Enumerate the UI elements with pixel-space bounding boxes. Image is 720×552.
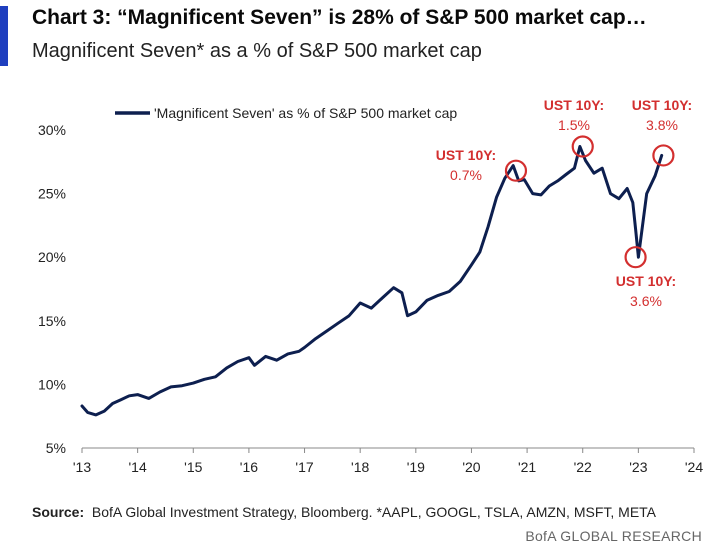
y-tick-label: 20% (38, 249, 66, 265)
x-tick-label: '15 (184, 459, 202, 475)
branding: BofA GLOBAL RESEARCH (525, 528, 702, 544)
annotation-value: 1.5% (558, 117, 590, 133)
chart-subtitle: Magnificent Seven* as a % of S&P 500 mar… (32, 40, 482, 62)
x-tick-label: '23 (629, 459, 647, 475)
chart-title: Chart 3: “Magnificent Seven” is 28% of S… (32, 6, 647, 29)
source-label: Source: (32, 504, 85, 520)
x-tick-label: '19 (407, 459, 425, 475)
x-tick-label: '24 (685, 459, 703, 475)
legend-label: 'Magnificent Seven' as % of S&P 500 mark… (154, 105, 457, 121)
annotation-label: UST 10Y: (616, 273, 676, 289)
y-tick-label: 5% (46, 440, 66, 456)
annotation-circle (504, 159, 528, 182)
source-text: BofA Global Investment Strategy, Bloombe… (91, 504, 657, 520)
y-tick-label: 30% (38, 122, 66, 138)
x-tick-label: '14 (129, 459, 147, 475)
y-tick-label: 15% (38, 313, 66, 329)
y-tick-label: 10% (38, 376, 66, 392)
source-note: Source: BofA Global Investment Strategy,… (32, 504, 656, 520)
annotation-circle (571, 135, 594, 158)
title-accent-bar (0, 6, 8, 66)
x-tick-label: '13 (73, 459, 91, 475)
x-tick-label: '16 (240, 459, 258, 475)
y-tick-label: 25% (38, 186, 66, 202)
x-tick-label: '17 (295, 459, 313, 475)
x-tick-label: '18 (351, 459, 369, 475)
x-tick-label: '20 (462, 459, 480, 475)
line-chart: '13 '14 '15 '16 '17 '18 '19 '20 '21 '22 '23 '24 5% 10… (38, 97, 703, 475)
annotation-circle (652, 144, 675, 167)
annotation-label: UST 10Y: (436, 147, 496, 163)
annotation-label: UST 10Y: (544, 97, 604, 113)
series-line (80, 145, 664, 417)
annotation-circle (624, 246, 647, 269)
x-tick-label: '21 (518, 459, 536, 475)
x-tick-label: '22 (574, 459, 592, 475)
annotation-label: UST 10Y: (632, 97, 692, 113)
annotation-value: 0.7% (450, 167, 482, 183)
annotation-value: 3.6% (630, 293, 662, 309)
annotation-value: 3.8% (646, 117, 678, 133)
